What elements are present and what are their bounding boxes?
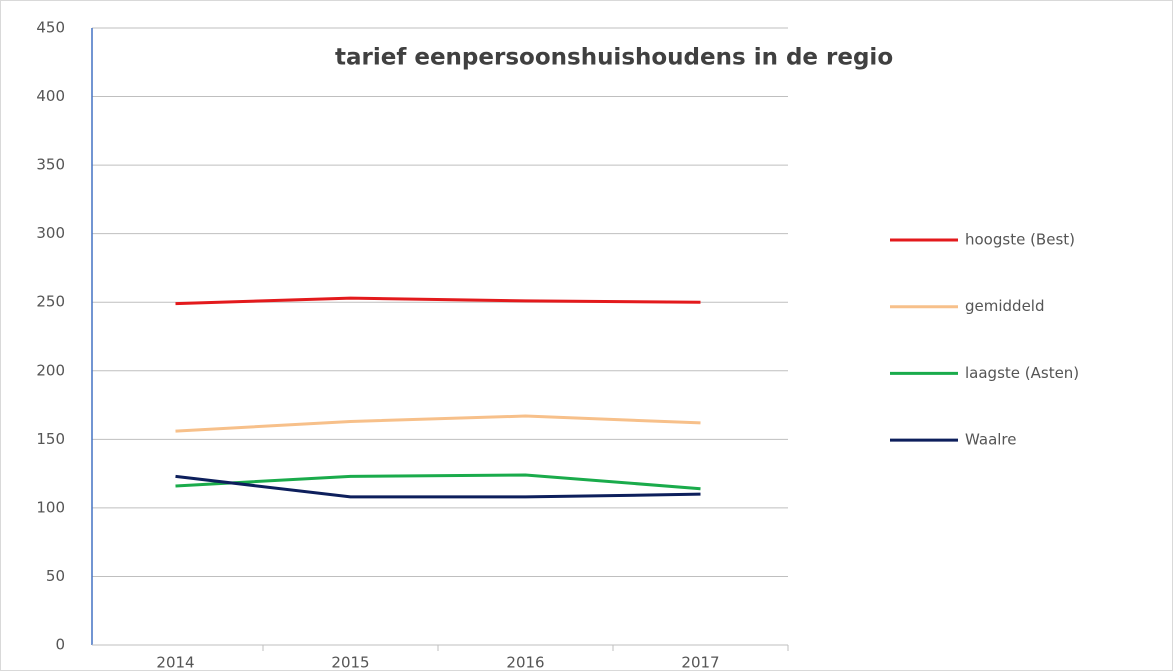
legend-label: Waalre	[965, 431, 1017, 449]
series-line	[175, 474, 701, 499]
y-tick-label: 150	[36, 430, 65, 448]
y-tick-label: 250	[36, 293, 65, 311]
y-tick-label: 0	[55, 636, 65, 654]
y-tick-label: 50	[46, 567, 65, 585]
y-tick-label: 350	[36, 156, 65, 174]
x-tick-label: 2015	[331, 654, 369, 671]
y-tick-label: 200	[36, 361, 65, 379]
y-tick-label: 400	[36, 87, 65, 105]
legend-label: gemiddeld	[965, 297, 1045, 315]
series-line	[175, 296, 701, 306]
y-tick-label: 300	[36, 224, 65, 242]
series-line	[175, 414, 701, 433]
chart-title: tarief eenpersoonshuishoudens in de regi…	[335, 45, 893, 71]
legend-label: laagste (Asten)	[965, 364, 1079, 382]
x-tick-label: 2016	[506, 654, 544, 671]
y-tick-label: 100	[36, 498, 65, 516]
x-tick-label: 2014	[156, 654, 194, 671]
x-tick-label: 2017	[681, 654, 719, 671]
y-tick-label: 450	[36, 19, 65, 37]
series-line	[175, 473, 701, 491]
legend-label: hoogste (Best)	[965, 231, 1075, 249]
